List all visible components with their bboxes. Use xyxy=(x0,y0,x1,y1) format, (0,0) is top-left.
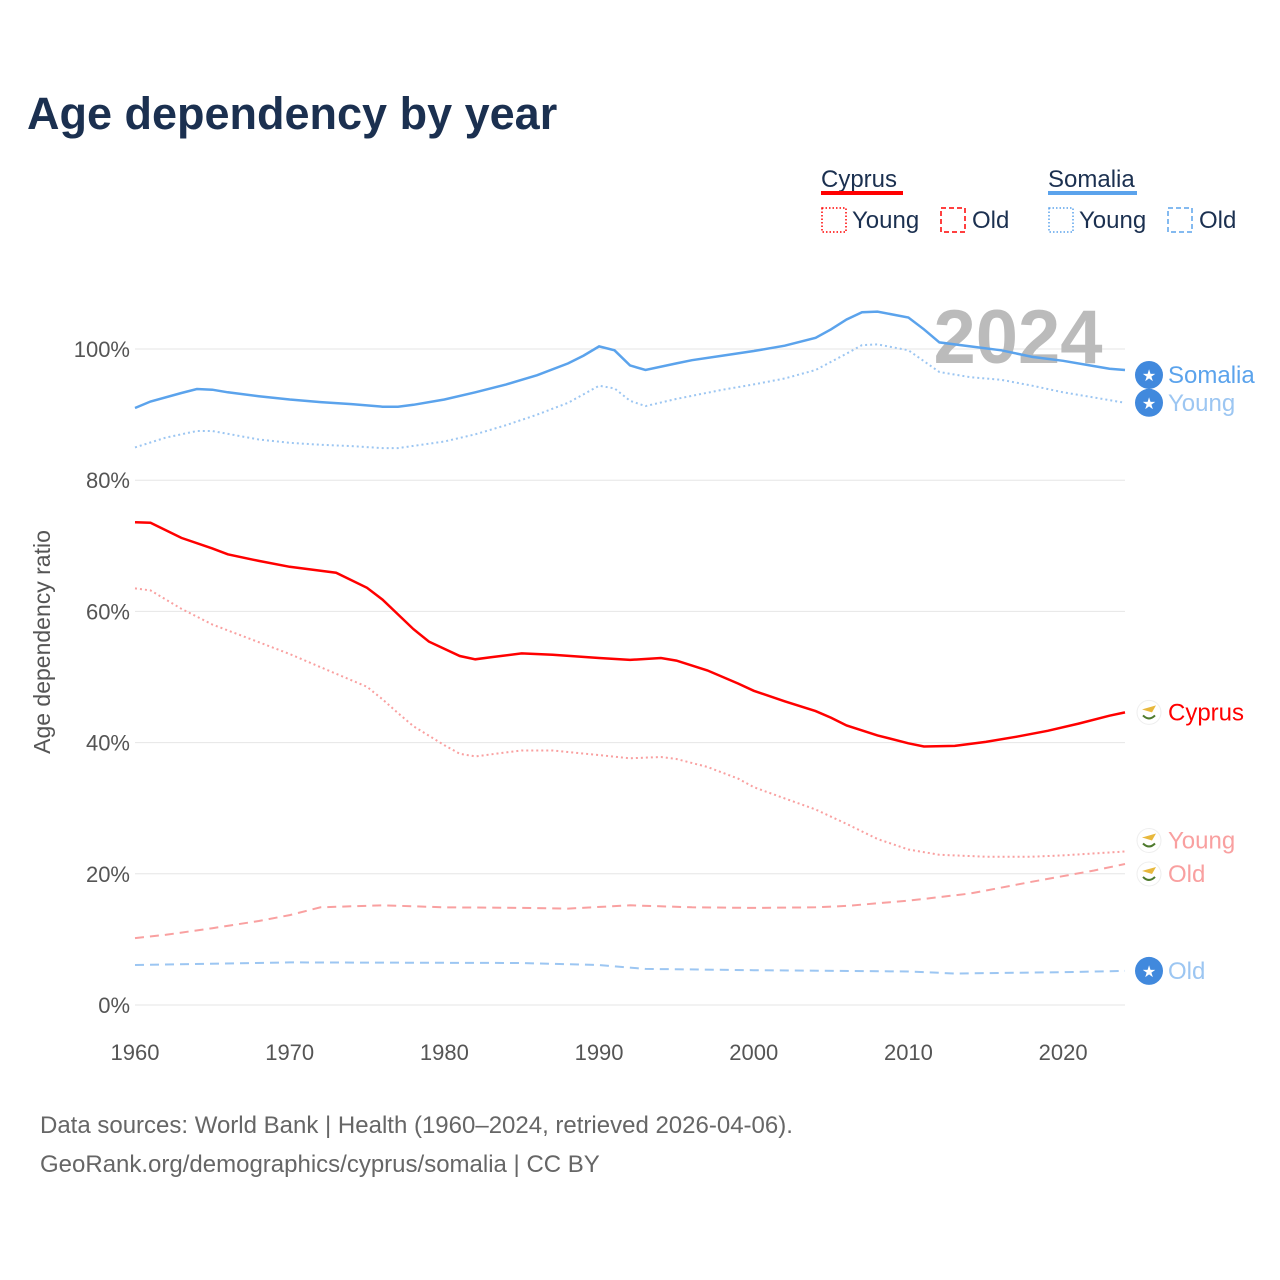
star-icon: ★ xyxy=(1142,368,1156,385)
cyprus-flag-icon xyxy=(1136,861,1162,887)
x-tick-label: 2010 xyxy=(884,1040,933,1065)
end-label: Young xyxy=(1168,390,1235,417)
end-label: Old xyxy=(1168,861,1205,888)
end-label: Cyprus xyxy=(1168,699,1244,726)
footer: Data sources: World Bank | Health (1960–… xyxy=(40,1106,793,1184)
island-shape xyxy=(1142,705,1156,713)
legend-old-label: Old xyxy=(1199,207,1236,234)
series-line-cyprus-young xyxy=(134,587,1126,858)
data-source: Data sources: World Bank | Health (1960–… xyxy=(40,1112,793,1139)
end-label: Old xyxy=(1168,958,1205,985)
series-line-somalia xyxy=(134,310,1126,410)
end-labels: ★ Somalia ★ Young ★ Old Cyprus Young Old xyxy=(1135,360,1255,985)
end-label: Young xyxy=(1168,827,1235,854)
y-tick-label: 20% xyxy=(86,862,130,887)
island-shape xyxy=(1142,866,1156,874)
x-tick-label: 1970 xyxy=(265,1040,314,1065)
legend-old-label: Old xyxy=(972,207,1009,234)
x-tick-label: 2000 xyxy=(729,1040,778,1065)
current-year-label: 2024 xyxy=(933,295,1102,380)
x-tick-label: 2020 xyxy=(1039,1040,1088,1065)
x-tick-label: 1990 xyxy=(575,1040,624,1065)
flag-circle xyxy=(1136,827,1162,853)
olive-branch xyxy=(1142,876,1156,881)
star-icon: ★ xyxy=(1142,396,1156,413)
series-line-cyprus xyxy=(134,520,1126,748)
olive-branch xyxy=(1142,714,1156,720)
cyprus-flag-icon xyxy=(1136,827,1162,853)
end-label: Somalia xyxy=(1168,362,1255,389)
legend-young-label: Young xyxy=(852,207,919,234)
flag-circle xyxy=(1135,388,1163,417)
y-tick-label: 60% xyxy=(86,599,130,624)
legend-group-title: Somalia xyxy=(1048,166,1135,193)
chart-title: Age dependency by year xyxy=(27,88,558,139)
island-shape xyxy=(1142,833,1156,841)
flag-circle xyxy=(1136,699,1162,725)
series-lines xyxy=(134,310,1126,975)
y-tick-label: 100% xyxy=(74,337,130,362)
source-link[interactable]: GeoRank.org/demographics/cyprus/somalia … xyxy=(40,1151,600,1178)
x-tick-label: 1980 xyxy=(420,1040,469,1065)
legend-old-swatch xyxy=(940,207,966,233)
y-tick-label: 0% xyxy=(98,993,130,1018)
series-line-somalia-old xyxy=(134,961,1126,975)
flag-circle xyxy=(1136,861,1162,887)
legend-young-swatch xyxy=(821,207,847,233)
flag-circle xyxy=(1135,956,1163,985)
flag-circle xyxy=(1135,360,1163,389)
legend-old-swatch xyxy=(1167,207,1193,233)
legend-young-label: Young xyxy=(1079,207,1146,234)
legend-group-title: Cyprus xyxy=(821,166,897,193)
somalia-flag-icon: ★ xyxy=(1135,956,1163,985)
cyprus-flag-icon xyxy=(1136,699,1162,725)
olive-branch xyxy=(1142,842,1156,848)
star-icon: ★ xyxy=(1142,964,1156,981)
legend-young-swatch xyxy=(1048,207,1074,233)
grid: 0% 20% 40% 60% 80% 100% 1960 1970 1980 1990 2000 20… xyxy=(74,337,1125,1065)
y-axis-label: Age dependency ratio xyxy=(29,530,55,754)
series-line-cyprus-old xyxy=(134,863,1126,940)
y-tick-label: 80% xyxy=(86,468,130,493)
somalia-flag-icon: ★ xyxy=(1135,360,1163,389)
y-tick-label: 40% xyxy=(86,731,130,756)
somalia-flag-icon: ★ xyxy=(1135,388,1163,417)
legend: Cyprus Young Old Somalia Young Old xyxy=(821,166,1236,234)
x-tick-label: 1960 xyxy=(111,1040,160,1065)
